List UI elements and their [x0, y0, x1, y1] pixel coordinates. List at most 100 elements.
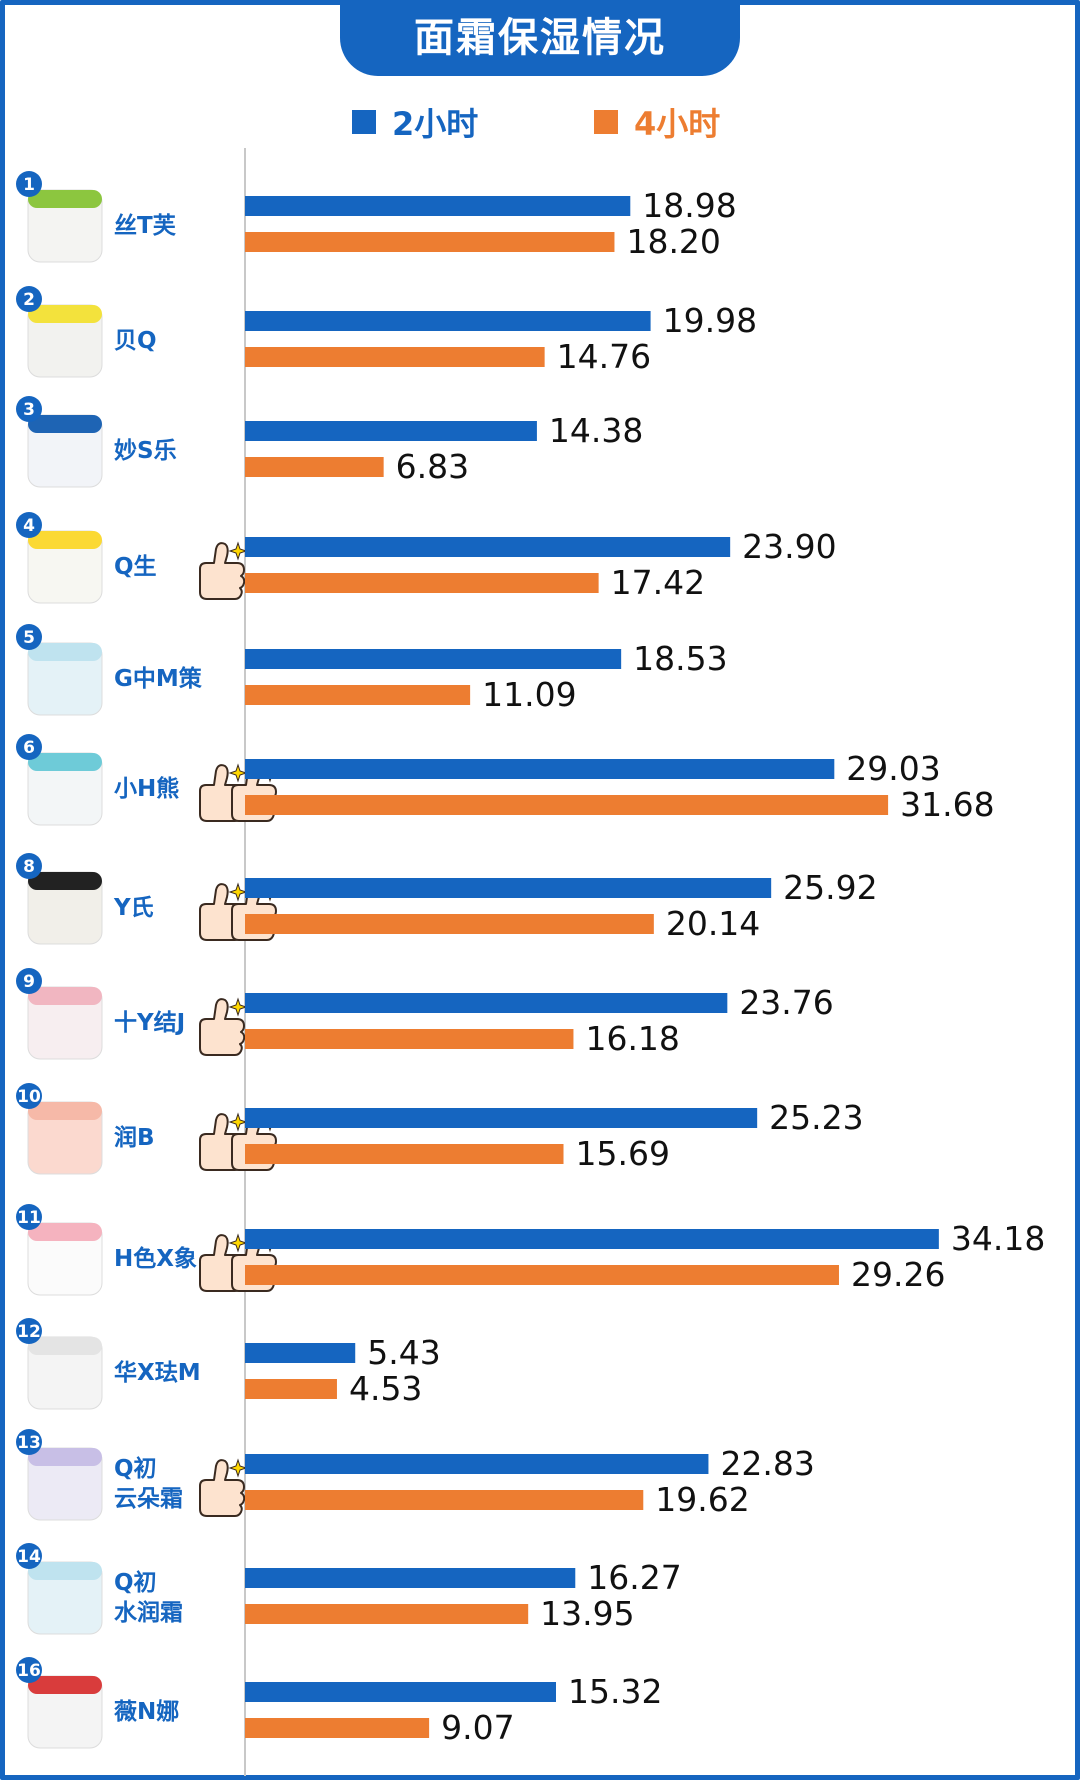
bar-4h — [245, 1718, 430, 1738]
product-image — [27, 642, 103, 716]
product-lid — [28, 1337, 102, 1355]
rank-badge: 9 — [16, 968, 42, 994]
bar-2h — [245, 1229, 939, 1249]
data-label-4h: 17.42 — [611, 563, 705, 602]
category-label: 妙S乐 — [114, 438, 177, 464]
rank-number: 6 — [23, 738, 35, 758]
rank-circle — [16, 1657, 42, 1683]
data-label-2h: 18.98 — [642, 186, 736, 225]
rank-circle — [16, 624, 42, 650]
product-lid — [28, 1102, 102, 1120]
bar-4h — [245, 685, 471, 705]
rank-badge: 13 — [16, 1429, 42, 1455]
rank-badge: 6 — [16, 734, 42, 760]
rank-number: 12 — [17, 1322, 41, 1342]
product-image — [27, 304, 103, 378]
rank-circle — [16, 396, 42, 422]
bar-4h — [245, 1144, 564, 1164]
product-lid — [28, 987, 102, 1005]
rank-number: 10 — [17, 1087, 41, 1107]
data-label-2h: 18.53 — [633, 639, 727, 678]
thumb-hand — [199, 998, 246, 1056]
rank-circle — [16, 286, 42, 312]
rank-badge: 4 — [16, 512, 42, 538]
rank-number: 8 — [23, 857, 35, 877]
bar-4h — [245, 1490, 644, 1510]
thumbs-up-icon — [199, 1458, 248, 1517]
product-image — [27, 986, 103, 1060]
data-label-2h: 16.27 — [587, 1558, 681, 1597]
category-label: Y氏 — [113, 895, 154, 921]
product-image — [27, 189, 103, 263]
thumbs-up-icon — [199, 541, 248, 600]
sparkle-icon — [228, 541, 248, 561]
rank-number: 2 — [23, 290, 35, 310]
bar-2h — [245, 537, 731, 557]
product-lid — [28, 1676, 102, 1694]
data-label-4h: 6.83 — [396, 447, 469, 486]
data-label-4h: 20.14 — [666, 904, 760, 943]
rank-badge: 12 — [16, 1318, 42, 1344]
legend-item-4h: 4小时 — [594, 100, 720, 144]
rank-badge: 11 — [16, 1204, 42, 1230]
rank-circle — [16, 853, 42, 879]
bar-4h — [245, 914, 654, 934]
data-label-2h: 23.90 — [742, 527, 836, 566]
data-label-4h: 14.76 — [557, 337, 651, 376]
bar-4h — [245, 1029, 574, 1049]
bar-4h — [245, 347, 545, 367]
rank-circle — [16, 968, 42, 994]
category-label: 华X珐M — [114, 1359, 201, 1386]
category-row: 9 十Y结J 23.76 16.18 — [16, 968, 834, 1060]
product-image — [27, 1561, 103, 1635]
legend-label-2h: 2小时 — [392, 105, 479, 143]
rank-number: 11 — [17, 1208, 41, 1228]
thumb-hand — [199, 542, 246, 600]
sparkle-icon — [228, 1112, 248, 1132]
bar-2h — [245, 196, 631, 216]
product-image — [27, 1222, 103, 1296]
category-label: 润B — [114, 1124, 155, 1151]
product-image — [27, 1447, 103, 1521]
category-label: Q初 — [114, 1455, 157, 1482]
rank-number: 5 — [23, 628, 35, 648]
data-label-2h: 15.32 — [568, 1672, 662, 1711]
rank-number: 9 — [23, 972, 35, 992]
category-row: 3 妙S乐 14.38 6.83 — [16, 396, 643, 488]
category-label: 云朵霜 — [114, 1486, 183, 1512]
data-label-4h: 29.26 — [851, 1255, 945, 1294]
rank-circle — [16, 1204, 42, 1230]
sparkle-icon — [228, 1458, 248, 1478]
data-label-4h: 19.62 — [655, 1480, 749, 1519]
category-row: 10 润B 25.23 15.69 — [16, 1083, 864, 1175]
data-label-2h: 25.23 — [769, 1098, 863, 1137]
rank-number: 1 — [23, 175, 35, 195]
rank-number: 4 — [23, 516, 35, 536]
category-row: 4 Q生 23.90 17.42 — [16, 512, 837, 604]
product-image — [27, 752, 103, 826]
thumb-hand — [199, 1459, 246, 1517]
data-label-2h: 34.18 — [951, 1219, 1045, 1258]
rank-number: 16 — [17, 1661, 41, 1681]
bar-2h — [245, 1568, 576, 1588]
data-label-4h: 31.68 — [900, 785, 994, 824]
rank-circle — [16, 1429, 42, 1455]
category-row: 12 华X珐M 5.434.53 — [16, 1318, 441, 1410]
product-image — [27, 414, 103, 488]
data-label-2h: 14.38 — [549, 411, 643, 450]
legend-swatch-4h — [594, 110, 618, 134]
sparkle-icon — [228, 997, 248, 1017]
data-label-2h: 25.92 — [783, 868, 877, 907]
data-label-4h: 11.09 — [482, 675, 576, 714]
product-lid — [28, 415, 102, 433]
legend-label-4h: 4小时 — [634, 105, 721, 143]
product-lid — [28, 1562, 102, 1580]
rank-circle — [16, 734, 42, 760]
chart-title: 面霜保湿情况 — [340, 0, 740, 76]
product-lid — [28, 643, 102, 661]
thumbs-up-icon — [199, 997, 248, 1056]
bar-4h — [245, 232, 615, 252]
bar-4h — [245, 1265, 839, 1285]
bar-2h — [245, 1682, 556, 1702]
